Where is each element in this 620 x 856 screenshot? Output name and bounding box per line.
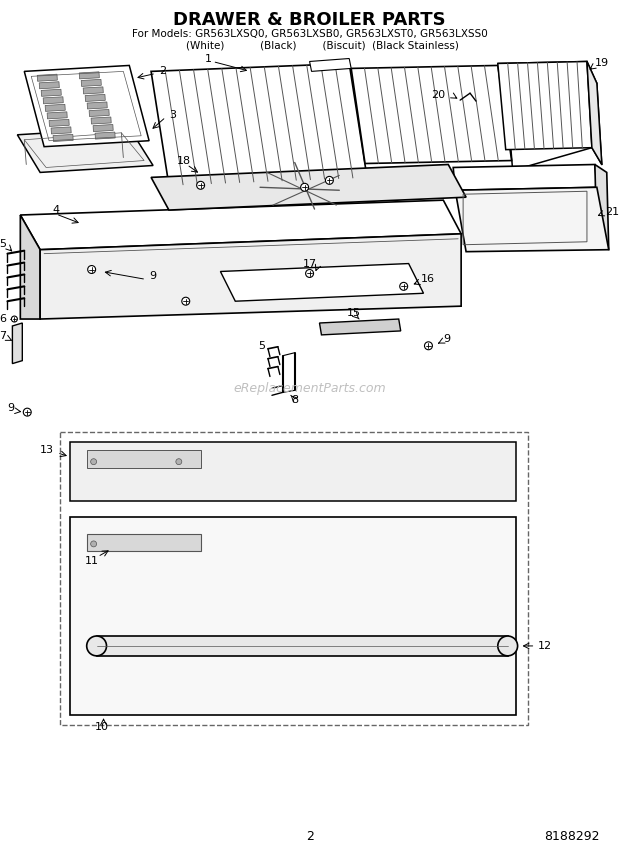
Text: 4: 4 [52,205,59,215]
Text: 13: 13 [40,445,54,455]
Text: 9: 9 [7,403,14,413]
Polygon shape [49,119,69,127]
Text: For Models: GR563LXSQ0, GR563LXSB0, GR563LXST0, GR563LXSS0: For Models: GR563LXSQ0, GR563LXSB0, GR56… [131,29,487,39]
Polygon shape [595,164,609,250]
Polygon shape [87,449,201,467]
Polygon shape [12,323,22,364]
Polygon shape [151,63,367,185]
Polygon shape [39,81,60,89]
Polygon shape [20,200,461,250]
Text: 18: 18 [177,156,191,165]
Circle shape [176,459,182,465]
Text: 21: 21 [604,207,619,217]
Polygon shape [53,134,73,141]
Text: 5: 5 [0,239,6,249]
Circle shape [87,636,107,656]
Text: 6: 6 [0,314,6,324]
Circle shape [197,181,205,189]
Text: 11: 11 [85,556,99,566]
Polygon shape [81,80,101,86]
Polygon shape [70,517,516,716]
Text: 9: 9 [443,334,451,344]
Polygon shape [70,442,516,502]
Polygon shape [45,104,65,111]
Polygon shape [51,127,71,134]
Polygon shape [95,132,115,140]
Polygon shape [498,62,597,86]
Text: 17: 17 [303,259,317,269]
Text: 2: 2 [306,829,314,842]
Circle shape [498,636,518,656]
Text: 2: 2 [159,67,166,76]
Polygon shape [79,72,99,79]
Text: 16: 16 [420,275,435,284]
Polygon shape [40,234,461,319]
Circle shape [91,541,97,547]
Polygon shape [85,94,105,102]
Text: 7: 7 [0,331,6,341]
Polygon shape [455,187,609,252]
Polygon shape [41,89,61,97]
Circle shape [306,270,314,277]
Polygon shape [587,62,602,164]
Circle shape [301,183,309,191]
Circle shape [182,297,190,306]
Polygon shape [91,117,111,124]
Polygon shape [89,110,109,116]
Text: 9: 9 [149,271,156,282]
Polygon shape [17,128,153,172]
Polygon shape [351,65,512,163]
Polygon shape [47,112,67,119]
Polygon shape [151,164,466,210]
Polygon shape [43,97,63,104]
Text: 3: 3 [169,110,176,120]
Circle shape [91,459,97,465]
Polygon shape [87,102,107,109]
Polygon shape [83,86,104,94]
Text: 15: 15 [347,308,361,318]
Circle shape [400,282,407,290]
Text: 19: 19 [595,58,609,68]
Circle shape [425,342,432,350]
Text: (White)           (Black)        (Biscuit)  (Black Stainless): (White) (Black) (Biscuit) (Black Stainle… [160,40,459,51]
Polygon shape [309,58,351,71]
Polygon shape [221,264,423,301]
Polygon shape [498,62,592,150]
Polygon shape [87,534,201,550]
Text: eReplacementParts.com: eReplacementParts.com [233,382,386,395]
Circle shape [24,408,31,416]
Text: 1: 1 [205,54,212,63]
Text: 12: 12 [538,641,552,651]
Polygon shape [319,319,401,335]
Polygon shape [20,215,40,319]
Text: 10: 10 [95,722,108,732]
Polygon shape [93,124,113,132]
Circle shape [87,265,95,273]
Text: DRAWER & BROILER PARTS: DRAWER & BROILER PARTS [173,11,446,29]
Text: 5: 5 [258,341,265,351]
Text: 20: 20 [432,90,445,100]
Text: 8188292: 8188292 [544,829,600,842]
Circle shape [11,316,17,322]
Text: 8: 8 [291,395,298,405]
Polygon shape [37,74,57,81]
Circle shape [326,176,334,184]
Polygon shape [24,65,149,146]
Polygon shape [97,636,508,656]
Polygon shape [453,164,597,190]
